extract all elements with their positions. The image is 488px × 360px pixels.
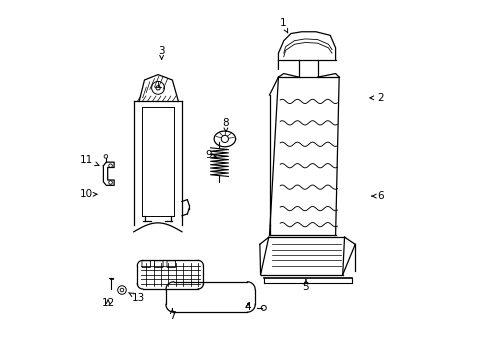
- Text: 5: 5: [302, 279, 308, 292]
- Text: 4: 4: [244, 302, 251, 312]
- Text: 9: 9: [205, 150, 216, 160]
- Text: 8: 8: [222, 118, 229, 132]
- Text: 1: 1: [279, 18, 287, 33]
- Text: 2: 2: [369, 93, 383, 103]
- Text: 10: 10: [80, 189, 97, 199]
- Text: 7: 7: [169, 309, 175, 321]
- Text: 12: 12: [101, 298, 114, 308]
- Text: 13: 13: [128, 293, 144, 303]
- Text: 6: 6: [371, 191, 384, 201]
- Text: 11: 11: [80, 156, 99, 166]
- Text: 3: 3: [158, 46, 164, 59]
